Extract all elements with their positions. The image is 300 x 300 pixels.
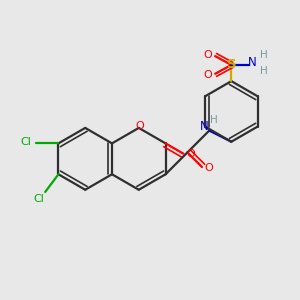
Text: S: S <box>226 58 236 71</box>
Text: O: O <box>203 70 212 80</box>
Text: H: H <box>260 50 268 60</box>
Text: O: O <box>204 164 213 173</box>
Text: O: O <box>203 50 212 60</box>
Text: H: H <box>210 115 218 125</box>
Text: Cl: Cl <box>34 194 45 204</box>
Text: H: H <box>260 66 268 76</box>
Text: Cl: Cl <box>21 137 32 147</box>
Text: N: N <box>200 120 208 133</box>
Text: O: O <box>186 149 195 159</box>
Text: O: O <box>136 122 145 131</box>
Text: N: N <box>248 56 257 69</box>
